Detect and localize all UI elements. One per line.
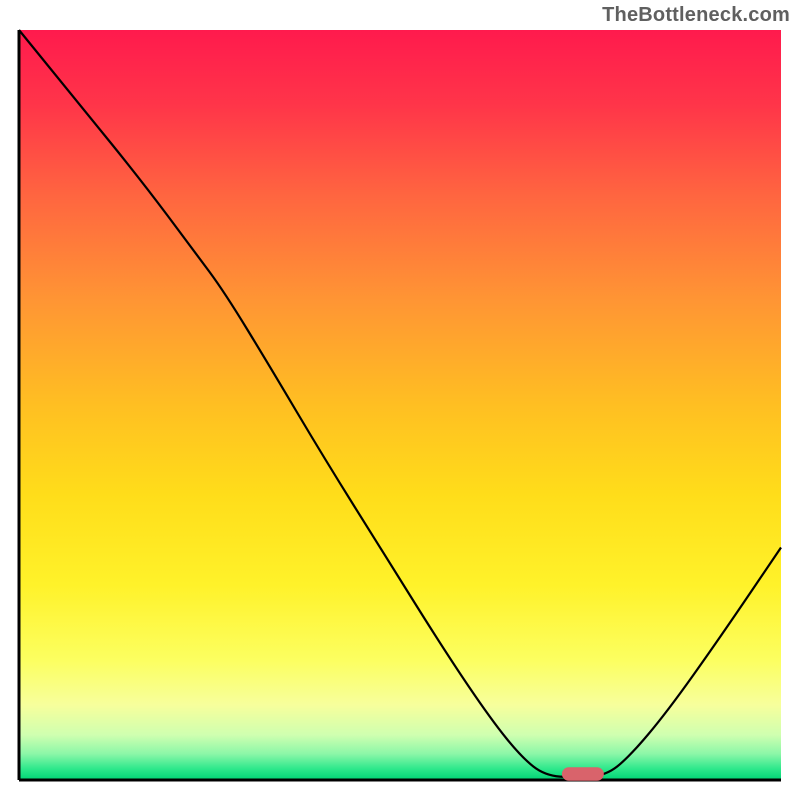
bottleneck-chart [0, 0, 800, 800]
plot-background [19, 30, 781, 780]
watermark-text: TheBottleneck.com [602, 4, 790, 27]
optimal-marker [562, 767, 604, 781]
chart-container: TheBottleneck.com [0, 0, 800, 800]
